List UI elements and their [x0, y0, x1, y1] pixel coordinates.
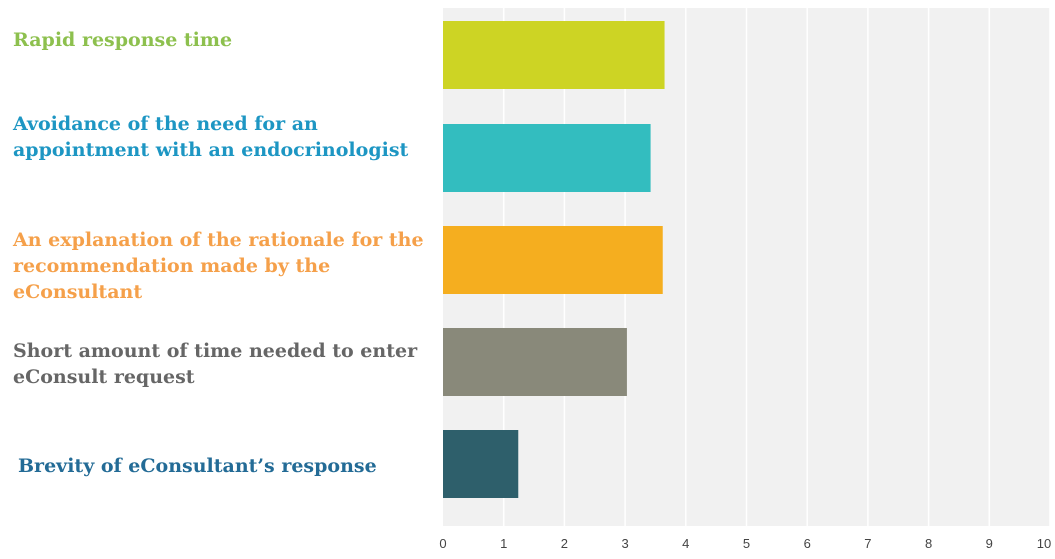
category-label-5: Brevity of eConsultant’s response: [18, 453, 377, 479]
x-tick-label-9: 9: [986, 536, 993, 551]
x-tick-label-1: 1: [500, 536, 507, 551]
bar-2: [443, 124, 651, 192]
bar-4: [443, 328, 627, 396]
category-label-2: Avoidance of the need for an appointment…: [13, 111, 408, 163]
x-tick-label-4: 4: [682, 536, 689, 551]
x-tick-label-7: 7: [864, 536, 871, 551]
category-label-4: Short amount of time needed to enter eCo…: [13, 338, 417, 390]
x-tick-label-10: 10: [1037, 536, 1051, 551]
x-tick-label-5: 5: [743, 536, 750, 551]
x-tick-label-3: 3: [621, 536, 628, 551]
bar-5: [443, 430, 518, 498]
bar-3: [443, 226, 663, 294]
bar-1: [443, 21, 665, 89]
x-tick-label-8: 8: [925, 536, 932, 551]
x-tick-label-0: 0: [439, 536, 446, 551]
x-tick-label-2: 2: [561, 536, 568, 551]
x-tick-label-6: 6: [804, 536, 811, 551]
category-label-3: An explanation of the rationale for the …: [13, 227, 424, 305]
category-label-1: Rapid response time: [13, 27, 232, 53]
